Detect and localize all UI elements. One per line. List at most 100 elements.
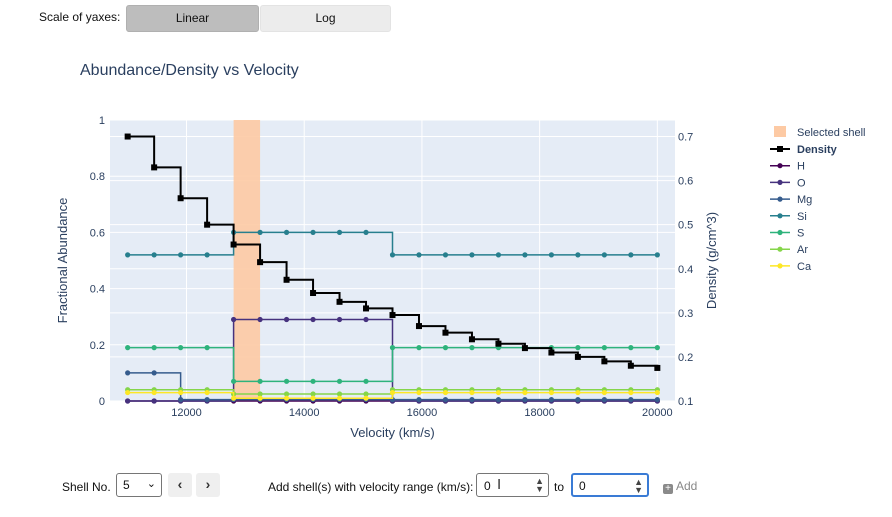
ca-point[interactable] — [125, 389, 131, 396]
mg-point[interactable] — [125, 370, 131, 376]
s-point[interactable] — [416, 345, 422, 351]
si-point[interactable] — [178, 252, 184, 258]
abundance-density-chart[interactable]: 12000 14000 16000 18000 20000 0 0.2 0.4 0.6 0.8 1 0… — [0, 0, 892, 460]
ca-point[interactable] — [151, 389, 157, 396]
s-point[interactable] — [389, 345, 396, 351]
ar-point[interactable] — [336, 391, 343, 397]
ca-point[interactable] — [654, 389, 660, 396]
mg-point[interactable] — [522, 396, 528, 403]
mg-point[interactable] — [416, 396, 422, 403]
density-point[interactable] — [468, 336, 475, 343]
si-point[interactable] — [336, 229, 343, 235]
s-point[interactable] — [204, 345, 210, 351]
mg-point[interactable] — [151, 370, 157, 376]
si-point[interactable] — [125, 252, 131, 258]
density-point[interactable] — [124, 133, 131, 140]
ar-point[interactable] — [283, 391, 290, 397]
density-point[interactable] — [495, 340, 502, 347]
o-point[interactable] — [257, 316, 263, 323]
mg-point[interactable] — [204, 396, 210, 403]
density-point[interactable] — [230, 241, 237, 248]
density-point[interactable] — [389, 312, 396, 319]
mg-point[interactable] — [495, 396, 502, 403]
o-point[interactable] — [363, 316, 369, 323]
legend-item-si[interactable]: Si — [770, 211, 807, 223]
ca-point[interactable] — [416, 389, 422, 396]
s-point[interactable] — [575, 345, 581, 351]
s-point[interactable] — [628, 345, 634, 351]
s-point[interactable] — [257, 378, 263, 384]
legend-item-density[interactable]: Density — [770, 144, 838, 156]
mg-point[interactable] — [548, 396, 555, 403]
density-point[interactable] — [415, 323, 422, 330]
legend-item-h[interactable]: H — [770, 161, 805, 173]
s-point[interactable] — [469, 345, 475, 351]
spinner-icon[interactable]: ▲ ▼ — [535, 476, 544, 494]
ca-point[interactable] — [548, 389, 555, 396]
ca-point[interactable] — [204, 389, 210, 396]
next-shell-button[interactable]: › — [196, 473, 220, 497]
si-point[interactable] — [469, 252, 475, 258]
legend-item-ca[interactable]: Ca — [770, 261, 812, 273]
si-point[interactable] — [283, 229, 290, 235]
spinner-icon[interactable]: ▲ ▼ — [634, 477, 643, 495]
add-shell-button[interactable]: + Add — [663, 479, 697, 494]
ca-point[interactable] — [310, 395, 316, 401]
si-point[interactable] — [151, 252, 157, 258]
density-point[interactable] — [257, 259, 264, 266]
ca-point[interactable] — [442, 389, 449, 396]
o-point[interactable] — [125, 398, 131, 404]
si-point[interactable] — [601, 252, 607, 258]
si-point[interactable] — [522, 252, 528, 258]
legend-item-mg[interactable]: Mg — [770, 194, 812, 206]
ca-point[interactable] — [601, 389, 607, 396]
o-point[interactable] — [230, 316, 237, 323]
ca-point[interactable] — [495, 389, 502, 396]
density-point[interactable] — [151, 164, 158, 171]
previous-shell-button[interactable]: ‹ — [168, 473, 192, 497]
ca-point[interactable] — [628, 389, 634, 396]
ca-point[interactable] — [575, 389, 581, 396]
si-point[interactable] — [363, 229, 369, 235]
legend-item-s[interactable]: S — [770, 228, 804, 240]
mg-point[interactable] — [442, 396, 449, 403]
o-point[interactable] — [151, 398, 157, 404]
mg-point[interactable] — [628, 396, 634, 403]
si-point[interactable] — [257, 229, 263, 235]
o-point[interactable] — [283, 316, 290, 323]
si-point[interactable] — [416, 252, 422, 258]
density-point[interactable] — [627, 362, 634, 369]
si-point[interactable] — [442, 252, 449, 258]
o-point[interactable] — [310, 316, 316, 323]
s-point[interactable] — [442, 345, 449, 351]
ca-point[interactable] — [283, 395, 290, 401]
legend-item-ar[interactable]: Ar — [770, 244, 808, 256]
density-point[interactable] — [654, 364, 661, 371]
s-point[interactable] — [336, 378, 343, 384]
ca-point[interactable] — [389, 389, 396, 396]
density-point[interactable] — [336, 298, 343, 305]
density-point[interactable] — [283, 276, 290, 283]
density-point[interactable] — [548, 349, 555, 356]
si-point[interactable] — [575, 252, 581, 258]
ar-point[interactable] — [310, 391, 316, 397]
ca-point[interactable] — [336, 395, 343, 401]
s-point[interactable] — [654, 345, 660, 351]
mg-point[interactable] — [601, 396, 607, 403]
mg-point[interactable] — [178, 396, 184, 403]
ca-point[interactable] — [469, 389, 475, 396]
s-point[interactable] — [601, 345, 607, 351]
ar-point[interactable] — [363, 391, 369, 397]
legend-item-selected-shell[interactable]: Selected shell — [774, 126, 866, 139]
ca-point[interactable] — [257, 395, 263, 401]
selected-shell-rect[interactable] — [233, 120, 261, 401]
density-point[interactable] — [521, 345, 528, 352]
velocity-to-input[interactable]: 0 ▲ ▼ — [571, 473, 649, 497]
ca-point[interactable] — [178, 389, 184, 396]
o-point[interactable] — [336, 316, 343, 323]
density-point[interactable] — [363, 305, 370, 312]
s-point[interactable] — [125, 345, 131, 351]
linear-scale-button[interactable]: Linear — [126, 5, 259, 32]
mg-point[interactable] — [469, 396, 475, 403]
ar-point[interactable] — [257, 391, 263, 397]
